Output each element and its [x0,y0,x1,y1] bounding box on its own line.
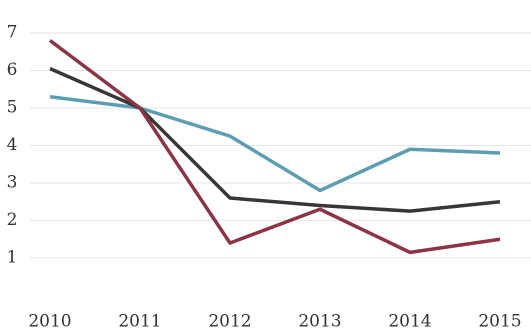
y-tick-label: 3 [7,173,18,193]
line-series [49,95,501,193]
y-tick-label: 7 [7,23,18,43]
y-tick-label: 6 [7,60,18,80]
y-tick-label: 1 [7,248,18,268]
x-tick-label: 2015 [478,312,521,332]
line-series [49,67,501,213]
y-tick-label: 5 [7,98,18,118]
y-tick-label: 4 [7,135,18,155]
x-tick-label: 2011 [118,312,161,332]
x-tick-label: 2012 [208,312,251,332]
y-tick-label: 2 [7,210,18,230]
line-series [48,39,501,255]
x-tick-label: 2014 [388,312,431,332]
x-tick-label: 2010 [28,312,71,332]
x-tick-label: 2013 [298,312,341,332]
